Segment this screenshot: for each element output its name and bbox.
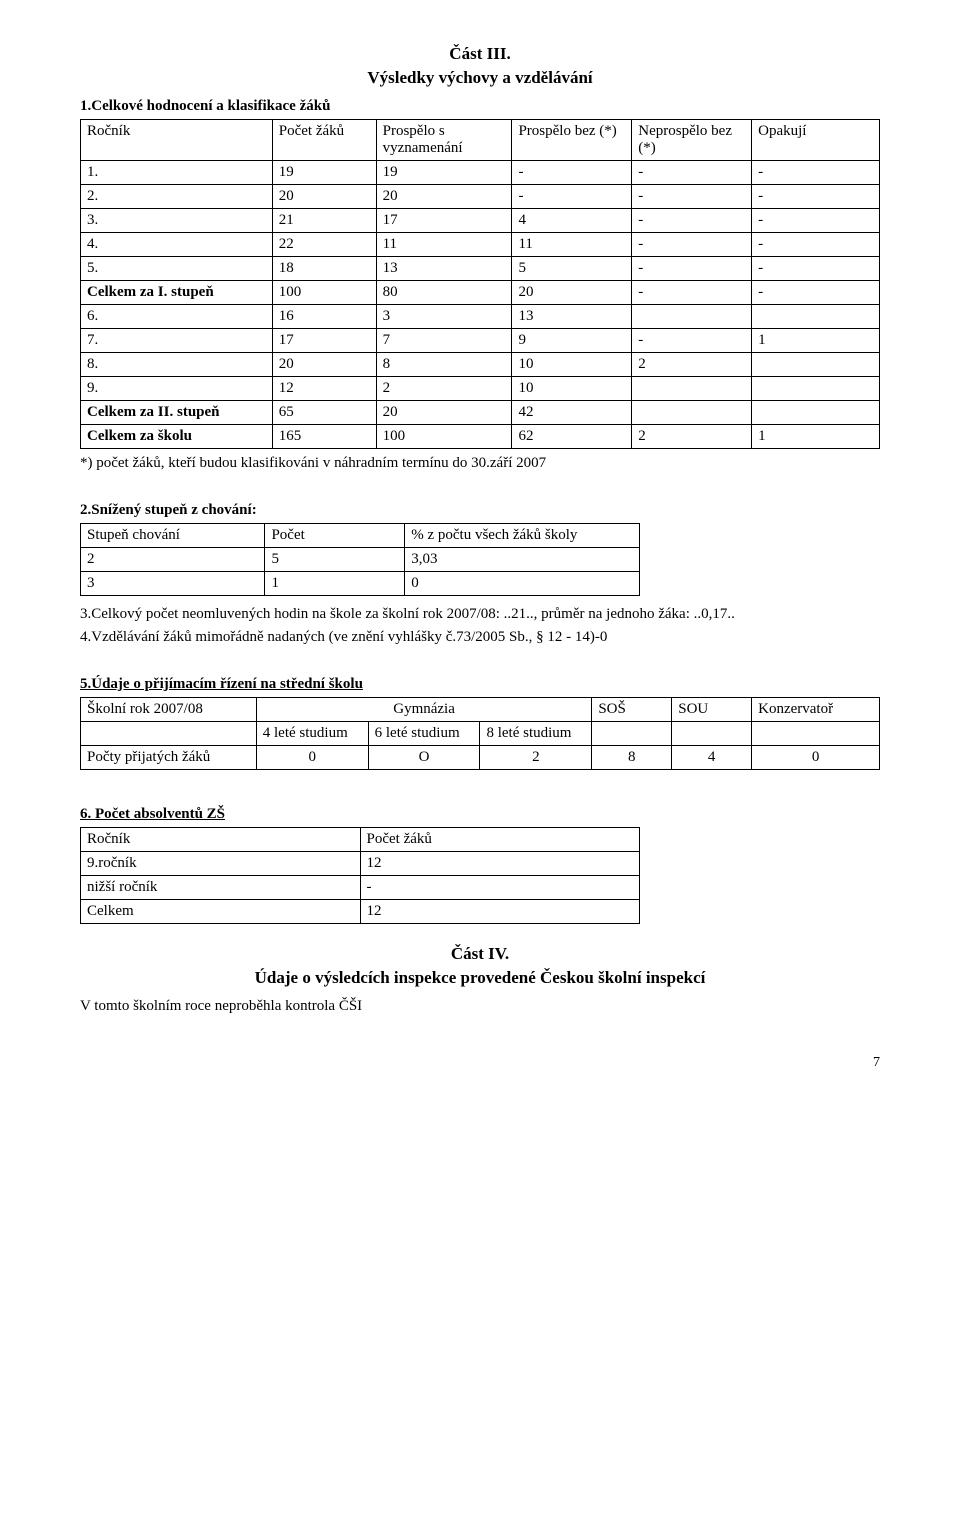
- col-prospelo: Prospělo bez (*): [512, 120, 632, 161]
- table-row: 7.1779-1: [81, 329, 880, 353]
- col-neprospelo: Neprospělo bez (*): [632, 120, 752, 161]
- table-row: Počty přijatých žáků 0 O 2 8 4 0: [81, 746, 880, 770]
- table-row: Celkem12: [81, 900, 640, 924]
- table-graduates: RočníkPočet žáků 9.ročník12 nižší ročník…: [80, 827, 640, 924]
- col-opakuji: Opakují: [752, 120, 880, 161]
- subtotal-row: Celkem za I. stupeň1008020--: [81, 281, 880, 305]
- table-row: Ročník Počet žáků Prospělo s vyznamenání…: [81, 120, 880, 161]
- col-rocnik: Ročník: [81, 120, 273, 161]
- part4-text: V tomto školním roce neproběhla kontrola…: [80, 998, 880, 1015]
- table-row: 3.21174--: [81, 209, 880, 233]
- table-row: 310: [81, 572, 640, 596]
- table-admissions: Školní rok 2007/08 Gymnázia SOŠ SOU Konz…: [80, 697, 880, 770]
- table-row: 9.ročník12: [81, 852, 640, 876]
- table-row: 4.221111--: [81, 233, 880, 257]
- table-row: Stupeň chováníPočet% z počtu všech žáků …: [81, 524, 640, 548]
- s1-heading: 1.Celkové hodnocení a klasifikace žáků: [80, 98, 880, 115]
- table-row: 253,03: [81, 548, 640, 572]
- s3-text: 3.Celkový počet neomluvených hodin na šk…: [80, 606, 880, 623]
- page-number: 7: [80, 1055, 880, 1071]
- s2-heading: 2.Snížený stupeň z chování:: [80, 502, 880, 519]
- subtotal-row: Celkem za II. stupeň652042: [81, 401, 880, 425]
- table-row: 6.16313: [81, 305, 880, 329]
- table-row: RočníkPočet žáků: [81, 828, 640, 852]
- s6-heading: 6. Počet absolventů ZŠ: [80, 806, 880, 823]
- table-row: 4 leté studium 6 leté studium 8 leté stu…: [81, 722, 880, 746]
- table-row: 8.208102: [81, 353, 880, 377]
- table-row: 1.1919---: [81, 161, 880, 185]
- s4-text: 4.Vzdělávání žáků mimořádně nadaných (ve…: [80, 629, 880, 646]
- table-row: Školní rok 2007/08 Gymnázia SOŠ SOU Konz…: [81, 698, 880, 722]
- table-behavior: Stupeň chováníPočet% z počtu všech žáků …: [80, 523, 640, 596]
- table-row: 2.2020---: [81, 185, 880, 209]
- table-row: nižší ročník-: [81, 876, 640, 900]
- part3-title: Část III.: [80, 44, 880, 64]
- part4-subtitle: Údaje o výsledcích inspekce provedené Če…: [80, 968, 880, 988]
- s5-heading: 5.Údaje o přijímacím řízení na střední š…: [80, 676, 880, 693]
- col-vyzn: Prospělo s vyznamenání: [376, 120, 512, 161]
- part3-subtitle: Výsledky výchovy a vzdělávání: [80, 68, 880, 88]
- s1-footnote: *) počet žáků, kteří budou klasifikováni…: [80, 455, 880, 472]
- total-row: Celkem za školu1651006221: [81, 425, 880, 449]
- table-row: 5.18135--: [81, 257, 880, 281]
- table-classification: Ročník Počet žáků Prospělo s vyznamenání…: [80, 119, 880, 449]
- part4-title: Část IV.: [80, 944, 880, 964]
- table-row: 9.12210: [81, 377, 880, 401]
- col-pocet: Počet žáků: [272, 120, 376, 161]
